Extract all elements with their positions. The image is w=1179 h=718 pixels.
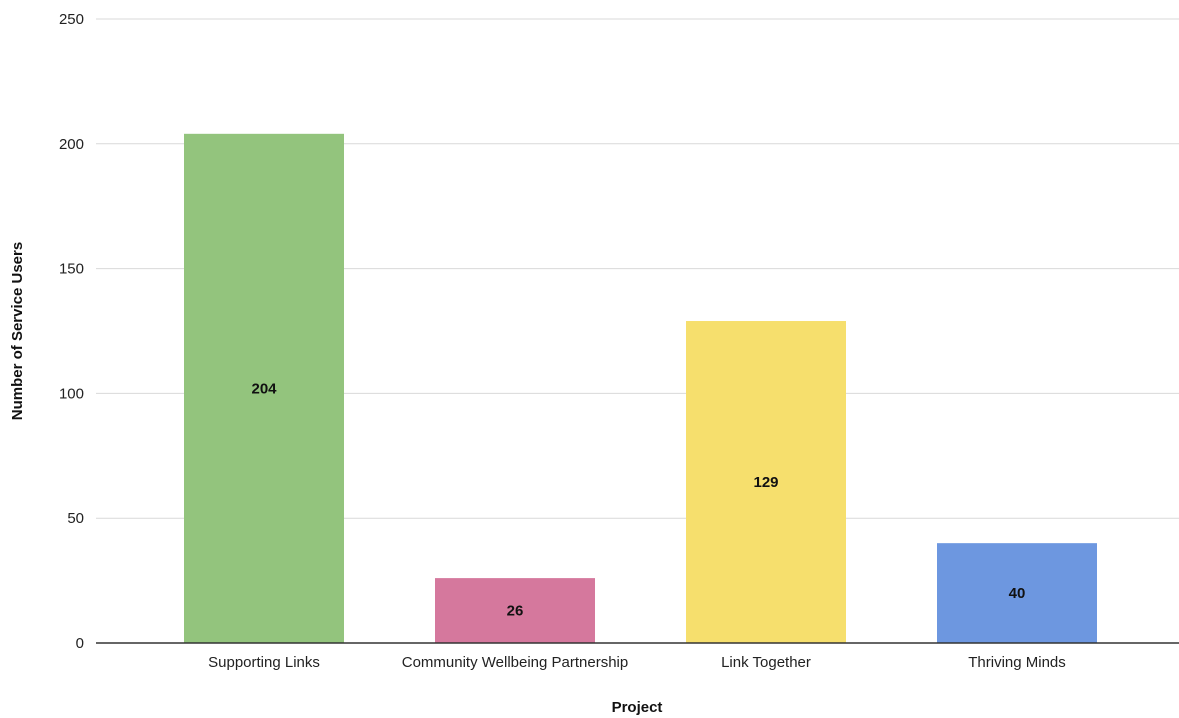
- y-tick-label: 250: [59, 11, 84, 28]
- x-category-label: Supporting Links: [208, 654, 320, 671]
- bar-1: [435, 578, 595, 643]
- x-category-label: Community Wellbeing Partnership: [402, 654, 629, 671]
- bar-value-label: 204: [251, 380, 277, 397]
- x-category-label: Link Together: [721, 654, 811, 671]
- y-axis-ticks: 0 50 100 150 200 250: [59, 11, 84, 652]
- bars: 204 26 129 40: [184, 133, 1097, 644]
- bar-value-label: 26: [507, 603, 524, 620]
- bar-value-label: 129: [753, 474, 778, 491]
- y-tick-label: 150: [59, 261, 84, 278]
- y-tick-label: 100: [59, 385, 84, 402]
- x-axis-categories: Supporting Links Community Wellbeing Part…: [208, 654, 1066, 671]
- bar-2: [686, 321, 846, 643]
- bar-value-label: 40: [1009, 585, 1026, 602]
- x-category-label: Thriving Minds: [968, 654, 1066, 671]
- y-axis-title: Number of Service Users: [9, 242, 26, 420]
- y-tick-label: 200: [59, 136, 84, 153]
- y-tick-label: 50: [67, 510, 84, 527]
- x-axis-title: Project: [612, 699, 663, 716]
- bar-3: [937, 543, 1097, 643]
- y-tick-label: 0: [76, 635, 84, 652]
- bar-0: [184, 133, 344, 644]
